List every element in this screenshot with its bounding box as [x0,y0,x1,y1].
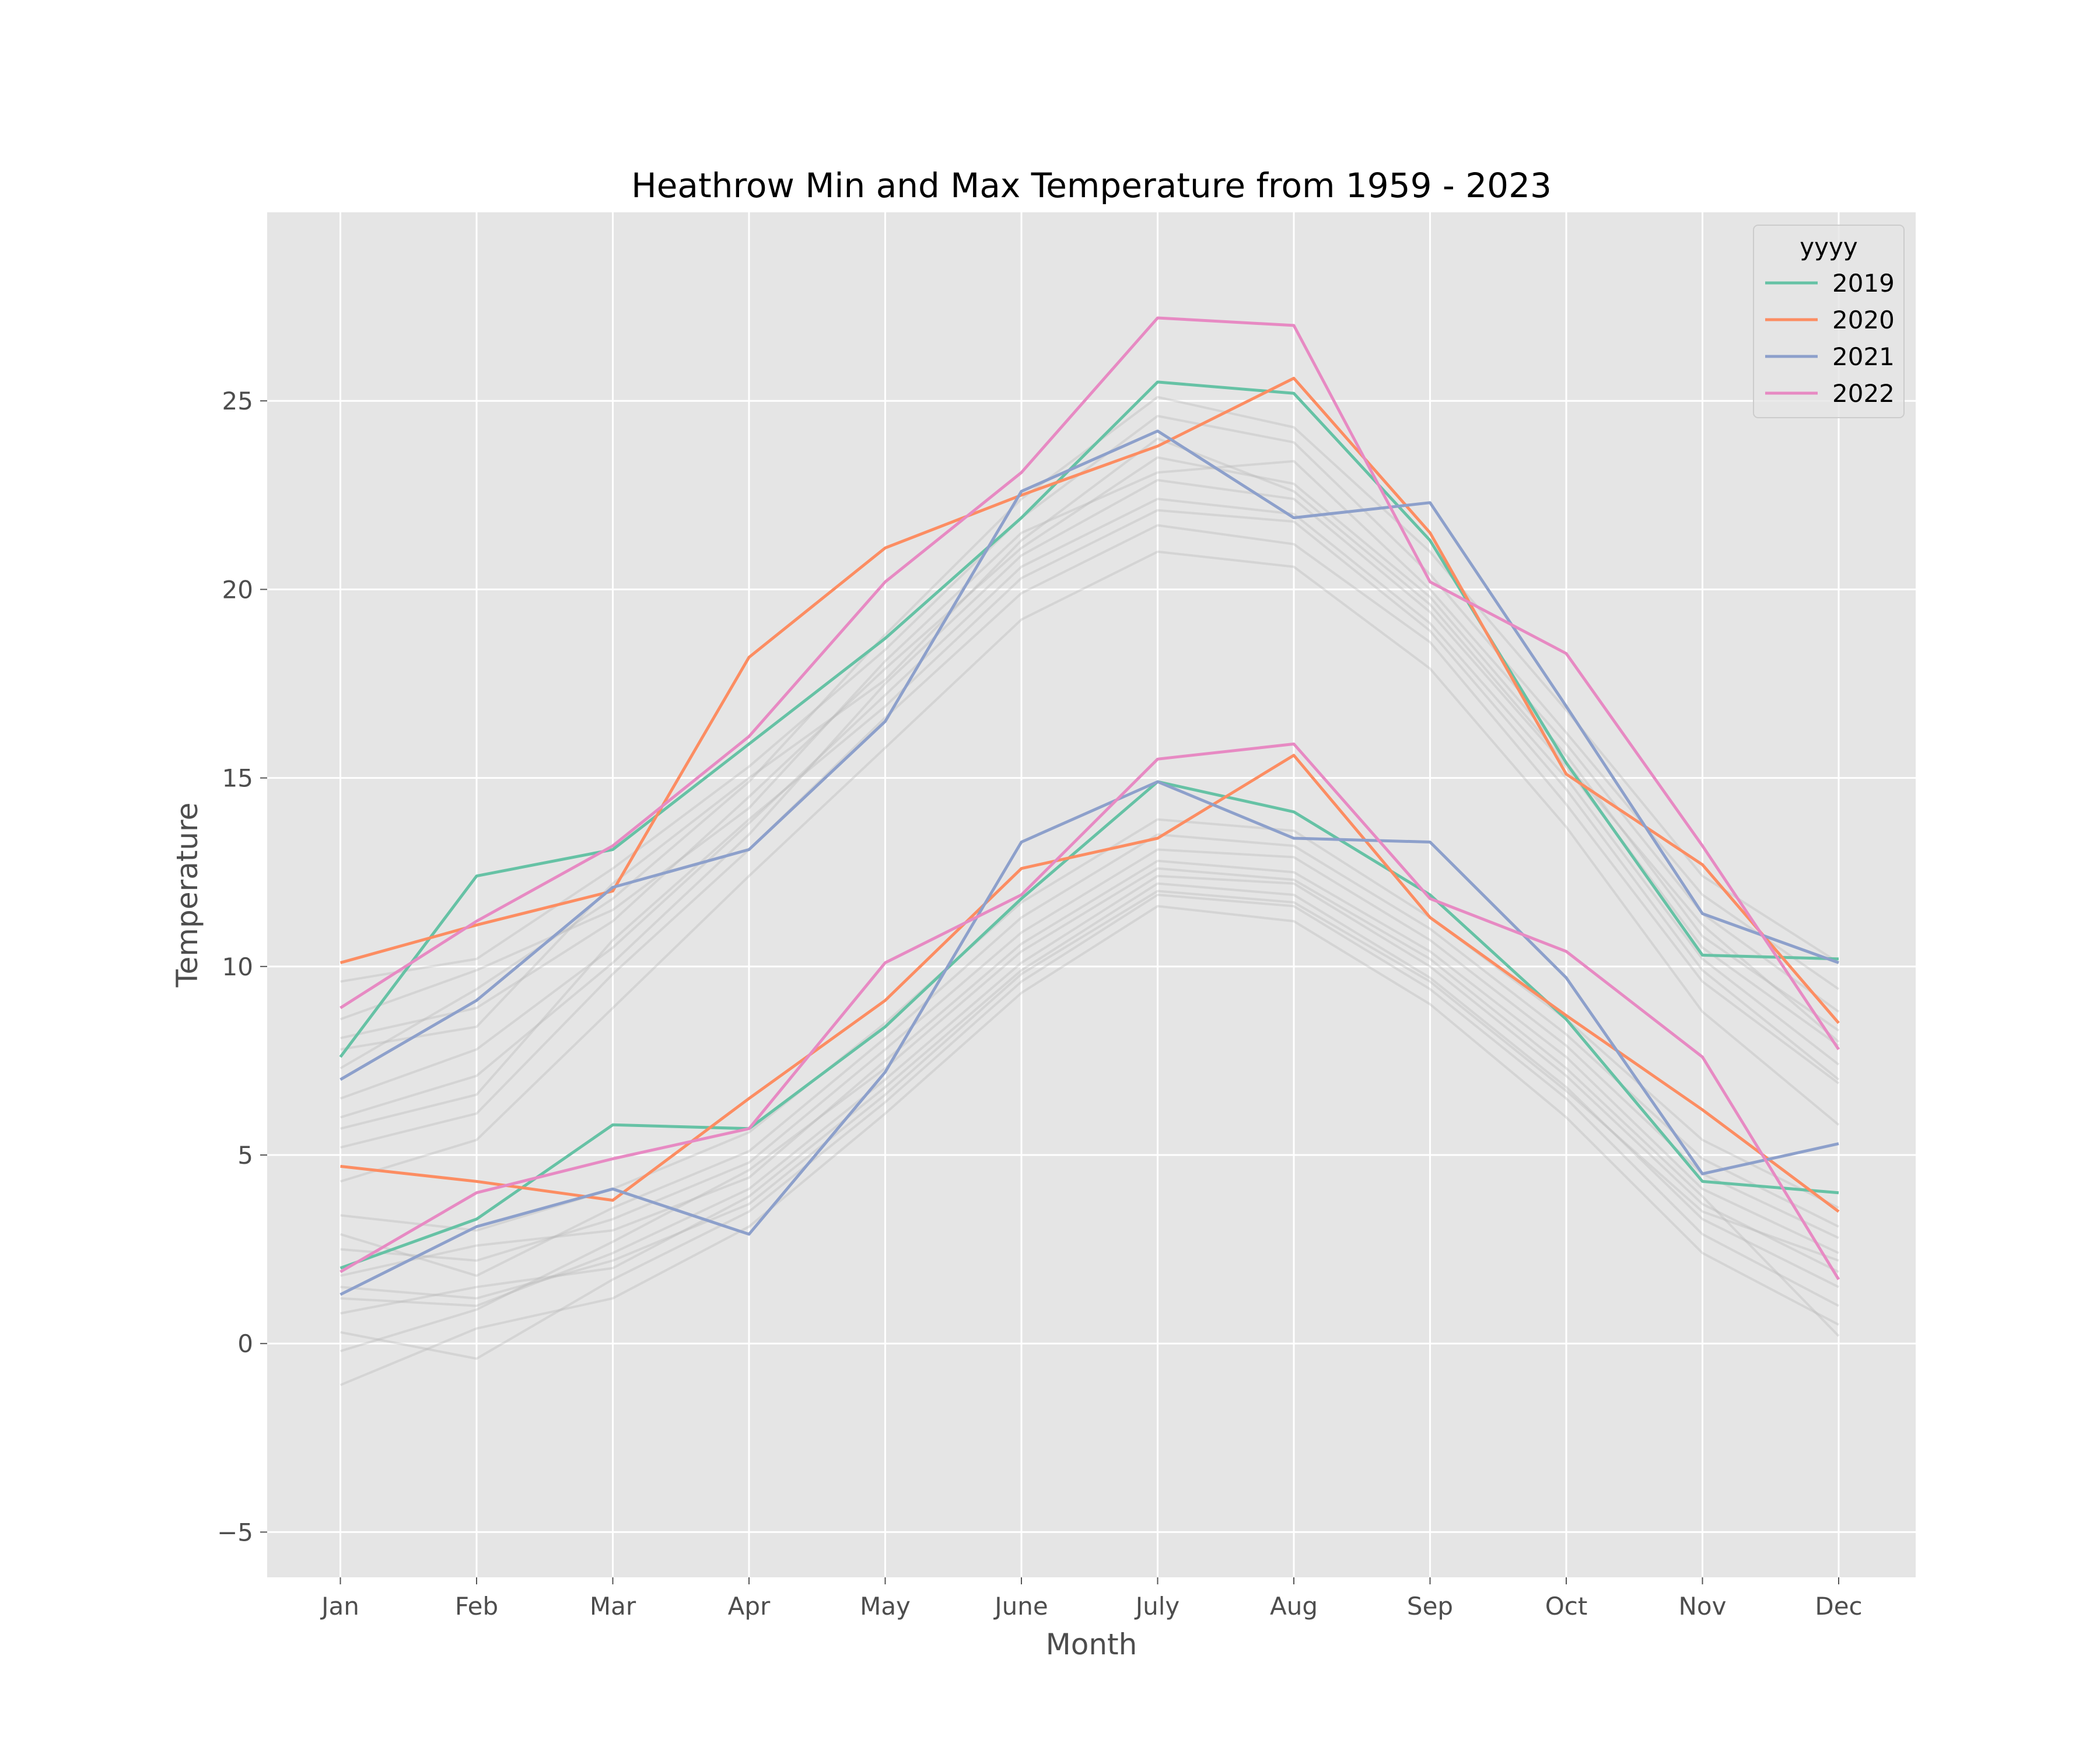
x-tick-label: Dec [1815,1592,1862,1620]
historical-min-line [340,874,1839,1307]
x-axis-label: Month [1046,1628,1138,1661]
y-tick-label: 20 [222,575,253,604]
historical-max-line [340,415,1840,991]
historical-min-line [340,890,1839,1300]
historical-max-line [340,550,1840,1183]
legend-label-2020: 2020 [1832,306,1895,334]
x-tick-label: May [860,1592,911,1620]
series-2022-max-line [340,316,1840,1051]
x-tick-label: Jan [320,1592,359,1620]
legend-box [1753,225,1905,418]
y-tick-label: 5 [237,1141,253,1170]
x-tick-label: Mar [590,1592,636,1620]
plot-area [267,212,1916,1577]
series-2019-max-line [339,380,1839,1058]
x-tick-label: Nov [1679,1592,1727,1620]
series-2021-max-line [340,429,1839,1081]
series-2022-min-line [340,742,1840,1280]
historical-min-line [340,905,1839,1387]
y-tick-label: −5 [217,1518,253,1546]
x-tick-label: June [993,1592,1048,1620]
x-tick-label: July [1134,1592,1180,1620]
historical-min-line [340,859,1839,1277]
historical-min-line [340,867,1840,1353]
series-2020-min-line [340,754,1840,1213]
historical-max-line [340,498,1840,1100]
chart-title: Heathrow Min and Max Temperature from 19… [631,166,1552,205]
x-tick-label: Oct [1545,1592,1588,1620]
y-tick-label: 10 [222,953,253,981]
historical-min-line [340,882,1839,1315]
y-axis-ticks: −5 0 5 10 15 20 25 [217,387,267,1546]
historical-max-line [340,509,1840,1130]
y-tick-label: 0 [237,1329,253,1358]
legend-label-2019: 2019 [1832,269,1895,298]
x-tick-label: Feb [455,1592,498,1620]
grid [267,212,1916,1577]
x-axis-ticks: Jan Feb Mar Apr May June July Aug Sep Oct Nov Dec [320,1577,1863,1620]
x-tick-label: Aug [1270,1592,1318,1620]
historical-max-line [340,460,1840,1021]
historical-min-line [340,848,1839,1262]
legend-label-2022: 2022 [1832,379,1895,408]
x-tick-label: Sep [1407,1592,1453,1620]
historical-max-line [340,524,1840,1149]
historical-max-line [340,456,1840,1040]
series-2019-min-line [340,780,1839,1270]
series-2020-max-line [340,376,1840,1024]
y-tick-label: 25 [222,387,253,415]
legend-label-2021: 2021 [1832,342,1895,371]
historical-min-line [340,833,1839,1277]
series-2021-min-line [340,780,1839,1296]
y-axis-label: Temperature [170,803,204,988]
historical-min-line [340,894,1839,1360]
x-tick-label: Apr [728,1592,771,1620]
highlighted-series-lines [339,316,1840,1296]
y-tick-label: 15 [222,764,253,793]
legend: yyyy 2019 2020 2021 2022 [1753,225,1905,418]
legend-title: yyyy [1800,233,1857,261]
